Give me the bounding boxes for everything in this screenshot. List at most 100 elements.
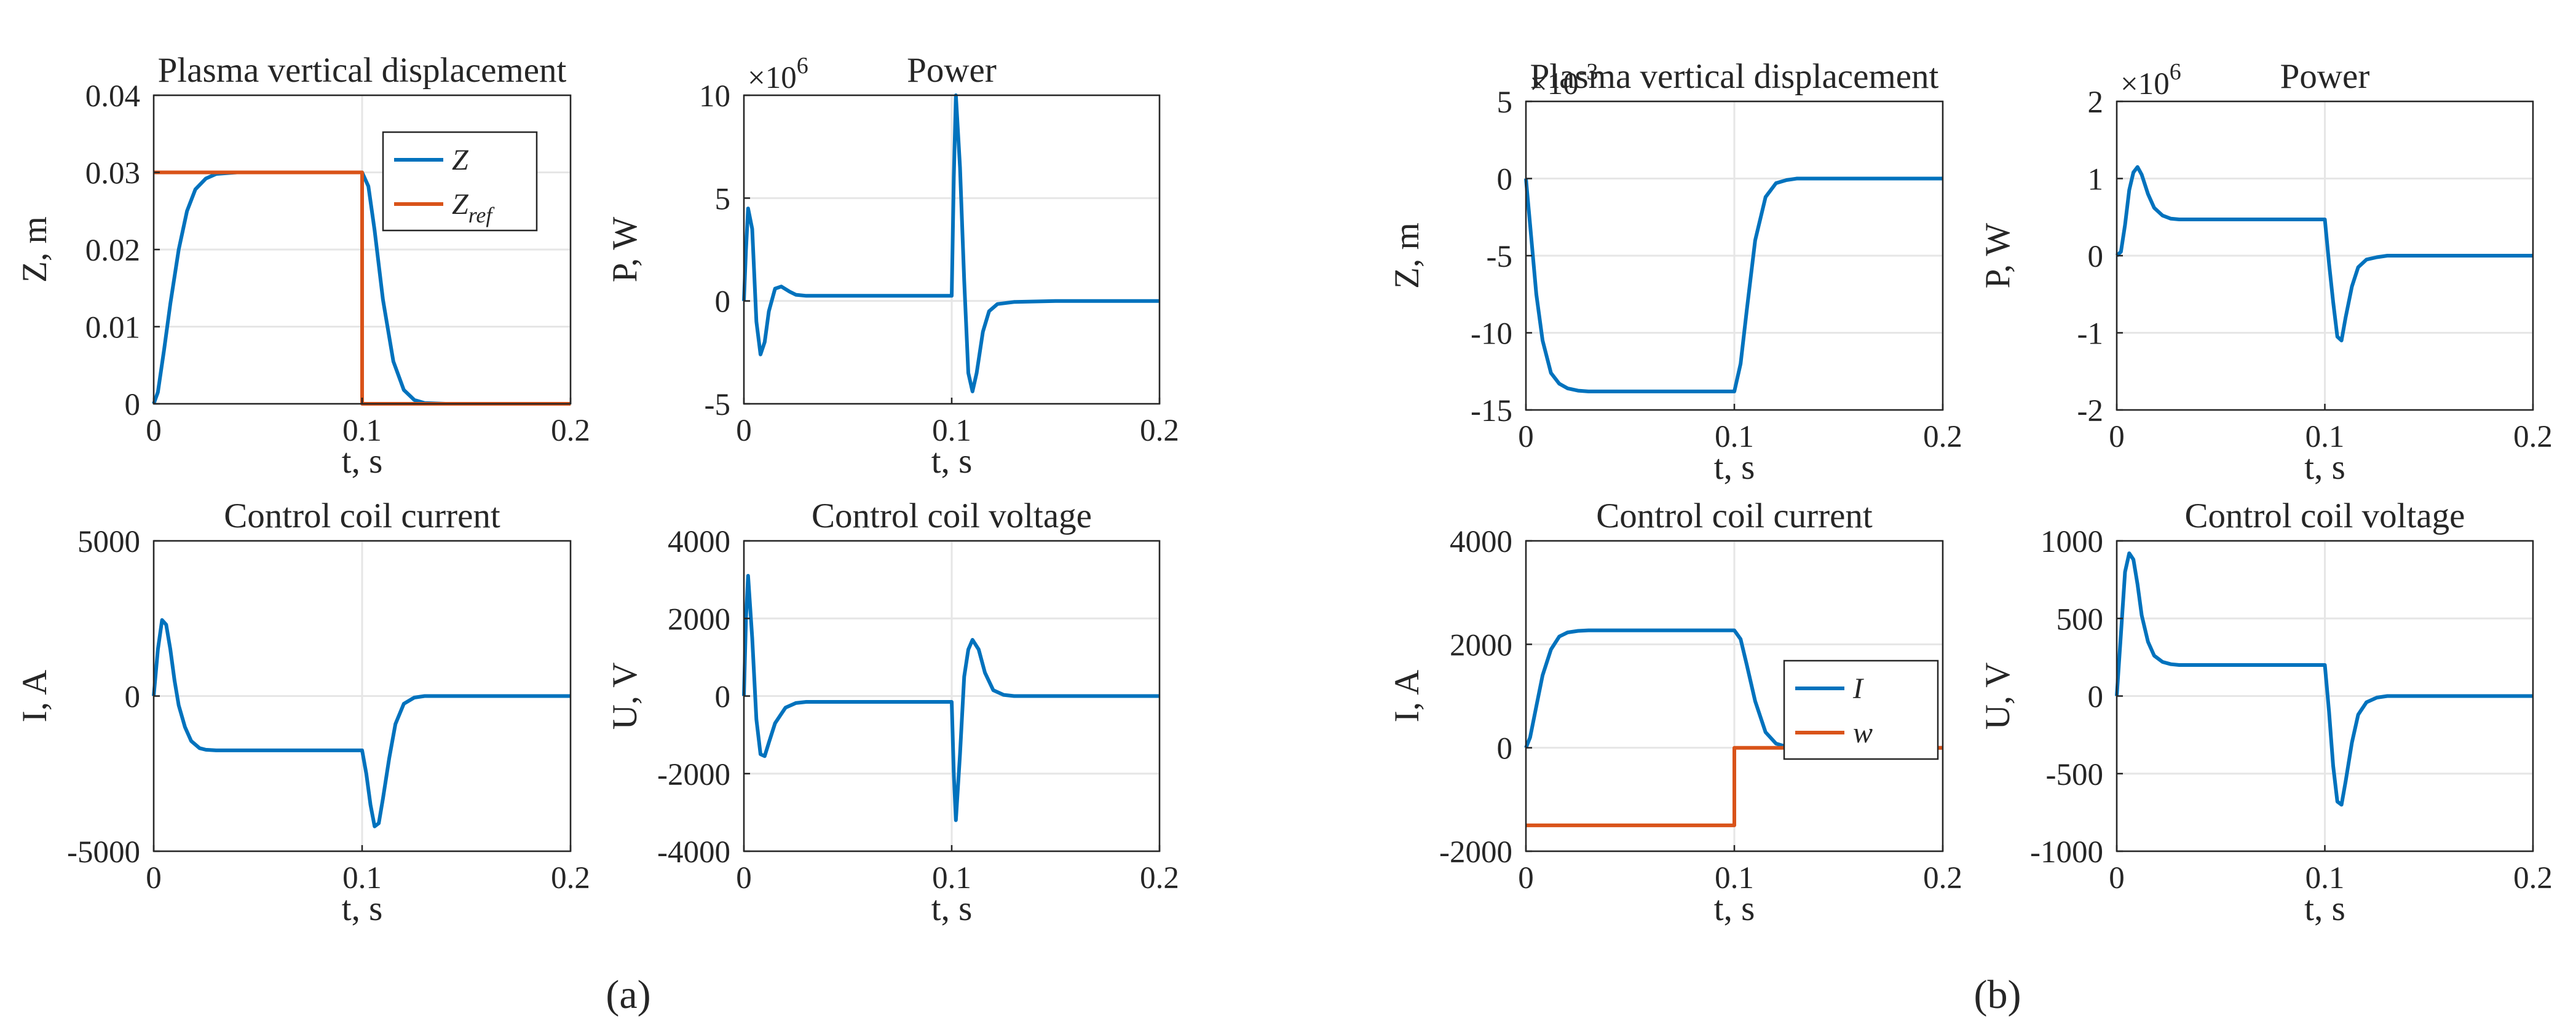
chart-8-x-tick-label: 0 [2109,861,2125,895]
chart-3-y-axis-label: I, A [15,670,54,723]
chart-6-y-axis-label: P, W [1978,222,2017,288]
chart-1-x-tick-label: 0 [146,414,162,448]
chart-8: 0 0.1 0.2 -1000 -500 0 500 1000 Control coil vol… [1978,497,2553,928]
chart-2-x-axis-label: t, s [931,442,973,481]
chart-3-y-tick-label: 0 [125,680,141,715]
chart-1-x-tick-label: 0.1 [342,414,382,448]
panel-label-b: (b) [1974,972,2021,1017]
chart-6-y-tick-label: 2 [2088,85,2104,120]
chart-5-series-z-line [1524,176,1943,393]
chart-1-y-tick-label: 0.01 [85,311,140,345]
chart-7-title: Control coil current [1596,497,1873,535]
chart-4-title: Control coil voltage [812,497,1092,535]
panel-label-a: (a) [606,972,650,1017]
chart-5-x-tick-label: 0.2 [1923,420,1962,454]
chart-1-y-tick-label: 0.02 [85,234,140,268]
chart-1-x-axis-label: t, s [342,442,383,481]
chart-5-y-tick-label: -5 [1487,240,1512,274]
chart-4-series-u-line [742,573,1160,822]
chart-6-y-tick-label: -1 [2077,317,2103,352]
chart-5-y-tick-label: -10 [1471,317,1512,352]
chart-5-y-tick-label: -15 [1471,394,1512,428]
chart-4-y-tick-label: -4000 [657,835,730,870]
chart-4-y-tick-label: 4000 [668,525,730,559]
chart-7-y-tick-label: 2000 [1450,628,1512,663]
chart-6-x-tick-label: 0.1 [2305,420,2345,454]
chart-5-x-axis-label: t, s [1714,448,1755,487]
chart-3-series-i-line [152,618,571,828]
chart-3-title: Control coil current [224,497,500,535]
chart-6-title: Power [2280,57,2370,96]
chart-5-axis-exponent: ×10-3 [1530,59,1598,101]
chart-4: 0 0.1 0.2 -4000 -2000 0 2000 4000 Control coil v… [606,497,1179,928]
chart-6-x-tick-label: 0.2 [2513,420,2553,454]
chart-7-y-tick-label: 4000 [1450,525,1512,559]
chart-6-x-tick-label: 0 [2109,420,2125,454]
chart-1-y-tick-label: 0.04 [85,79,140,114]
chart-8-series-u-line [2115,551,2533,807]
chart-7-legend-box [1783,659,1939,760]
chart-1-title: Plasma vertical displacement [158,51,567,90]
chart-5-x-tick-label: 0.1 [1715,420,1754,454]
chart-1-y-tick-label: 0.03 [85,157,140,191]
chart-8-x-tick-label: 0.2 [2513,861,2553,895]
chart-4-x-tick-label: 0 [736,861,752,895]
chart-2-y-tick-label: 10 [699,79,730,114]
chart-7-x-axis-label: t, s [1714,889,1755,928]
chart-8-y-tick-label: 1000 [2041,525,2103,559]
chart-2-y-axis-label: P, W [606,216,644,282]
chart-7-y-tick-label: -2000 [1439,835,1512,870]
chart-8-title: Control coil voltage [2185,497,2465,535]
chart-2-y-tick-label: 5 [715,182,731,216]
chart-7-x-tick-label: 0.2 [1923,861,1962,895]
chart-6-x-axis-label: t, s [2304,448,2345,487]
chart-5-y-axis-label: Z, m [1388,222,1426,289]
chart-8-x-axis-label: t, s [2304,889,2345,928]
chart-6-y-tick-label: -2 [2077,394,2103,428]
chart-6-series-p-line [2115,165,2533,342]
chart-4-x-axis-label: t, s [931,889,973,928]
chart-1-y-axis-label: Z, m [15,216,54,283]
chart-7-x-tick-label: 0 [1518,861,1534,895]
chart-4-y-tick-label: 2000 [668,602,730,637]
chart-5-y-tick-label: 0 [1497,163,1513,197]
chart-7-legend-label: I [1852,672,1864,705]
chart-1-legend-label: Zref [452,188,495,227]
chart-2-y-tick-label: -5 [705,388,730,422]
chart-1-y-tick-label: 0 [125,388,141,422]
chart-2-title: Power [907,51,997,90]
chart-1-legend-box [382,131,538,232]
chart-6-y-tick-label: 1 [2088,163,2104,197]
chart-5-y-tick-label: 5 [1497,85,1513,120]
chart-3-x-tick-label: 0.2 [551,861,590,895]
chart-8-y-tick-label: -500 [2046,758,2103,792]
chart-8-y-tick-label: -1000 [2030,835,2103,870]
chart-2-x-tick-label: 0 [736,414,752,448]
chart-6-axis-exponent: ×106 [2120,59,2181,101]
chart-5-x-tick-label: 0 [1518,420,1534,454]
chart-4-x-tick-label: 0.2 [1140,861,1179,895]
chart-2-series-p-line [742,93,1160,393]
chart-2-axis-exponent: ×106 [748,53,808,95]
chart-2-y-tick-label: 0 [715,285,731,320]
chart-8-x-tick-label: 0.1 [2305,861,2345,895]
chart-2-x-tick-label: 0.2 [1140,414,1179,448]
chart-6: 0 0.1 0.2 -2 -1 0 1 2 Power t, s P, W ×106 [1978,57,2553,487]
chart-3-x-tick-label: 0.1 [342,861,382,895]
chart-7-x-tick-label: 0.1 [1715,861,1754,895]
chart-3-x-axis-label: t, s [342,889,383,928]
chart-4-x-tick-label: 0.1 [932,861,971,895]
chart-8-y-tick-label: 500 [2056,602,2104,637]
chart-1-legend-label: Z [452,144,469,176]
chart-1-x-tick-label: 0.2 [551,414,590,448]
chart-8-y-axis-label: U, V [1978,663,2017,730]
chart-1: 0 0.1 0.2 0 0.01 0.02 0.03 0.04 Plasma vertical … [15,51,590,481]
chart-7-y-tick-label: 0 [1497,732,1513,766]
chart-4-y-tick-label: -2000 [657,758,730,792]
chart-3-x-tick-label: 0 [146,861,162,895]
chart-7-legend-label: w [1853,717,1873,749]
